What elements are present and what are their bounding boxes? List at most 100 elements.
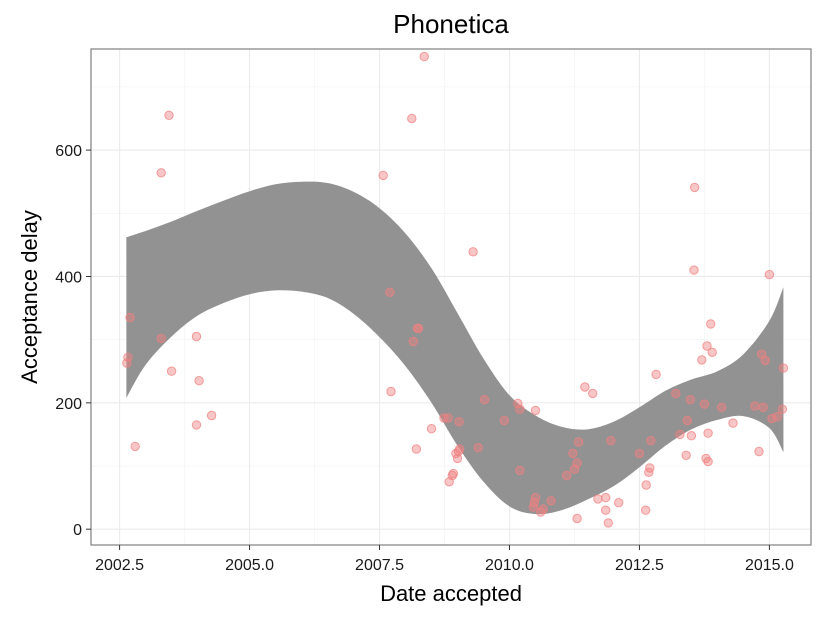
data-point bbox=[166, 366, 177, 376]
y-tick-label: 0 bbox=[73, 522, 82, 539]
x-tick-label: 2002.5 bbox=[95, 557, 144, 574]
data-point bbox=[603, 518, 613, 528]
data-point bbox=[593, 494, 603, 504]
data-point bbox=[580, 382, 590, 392]
data-point bbox=[641, 480, 651, 490]
data-point bbox=[562, 470, 572, 481]
data-point bbox=[646, 436, 656, 446]
data-point bbox=[479, 395, 490, 405]
data-point bbox=[123, 352, 133, 362]
data-point bbox=[778, 363, 789, 373]
data-point bbox=[758, 402, 768, 412]
data-point bbox=[671, 388, 681, 399]
data-point bbox=[452, 453, 463, 464]
data-point bbox=[754, 446, 764, 457]
data-point bbox=[513, 398, 523, 409]
data-point bbox=[772, 412, 782, 422]
data-point bbox=[601, 492, 611, 503]
data-point bbox=[707, 347, 717, 357]
data-point bbox=[191, 420, 202, 430]
data-point bbox=[426, 424, 437, 434]
data-point bbox=[546, 496, 556, 506]
data-point bbox=[702, 341, 712, 351]
data-point bbox=[601, 505, 611, 515]
x-tick-label: 2012.5 bbox=[615, 557, 664, 574]
data-point bbox=[454, 444, 465, 454]
data-point bbox=[750, 401, 760, 411]
chart-title: Phonetica bbox=[393, 9, 509, 39]
data-point bbox=[689, 265, 699, 275]
data-point bbox=[641, 505, 651, 515]
data-point bbox=[728, 418, 738, 428]
y-axis: 0 200 400 600 bbox=[55, 143, 91, 539]
data-point bbox=[191, 331, 202, 342]
data-point bbox=[645, 463, 655, 473]
data-point bbox=[764, 269, 775, 280]
data-point bbox=[573, 437, 584, 447]
x-tick-label: 2010.0 bbox=[485, 557, 534, 574]
data-point bbox=[443, 413, 453, 423]
data-point bbox=[538, 504, 548, 514]
x-axis: 2002.5 2005.0 2007.5 2010.0 2012.5 2015.0 bbox=[95, 545, 794, 574]
data-point bbox=[515, 404, 525, 414]
x-tick-label: 2005.0 bbox=[225, 557, 274, 574]
plot-border bbox=[90, 48, 812, 546]
data-point bbox=[386, 386, 396, 397]
data-point bbox=[419, 51, 429, 62]
data-point bbox=[407, 113, 417, 124]
data-point bbox=[685, 395, 696, 405]
data-point bbox=[760, 355, 770, 366]
x-tick-label: 2007.5 bbox=[355, 557, 404, 574]
y-tick-label: 200 bbox=[55, 396, 82, 413]
data-point bbox=[568, 448, 578, 459]
data-point bbox=[703, 428, 713, 438]
data-point bbox=[706, 319, 716, 329]
data-point bbox=[681, 450, 691, 460]
data-point bbox=[572, 458, 582, 468]
data-point bbox=[716, 402, 727, 412]
data-point bbox=[777, 404, 788, 414]
data-point bbox=[689, 182, 700, 193]
y-tick-label: 600 bbox=[55, 143, 82, 160]
data-point bbox=[515, 465, 525, 476]
data-point bbox=[408, 336, 418, 347]
data-point bbox=[164, 110, 174, 121]
smooth-confidence-band bbox=[126, 181, 784, 515]
data-point bbox=[686, 431, 697, 441]
data-point bbox=[697, 355, 707, 365]
y-tick-label: 400 bbox=[55, 269, 82, 286]
data-point bbox=[194, 376, 204, 386]
data-point bbox=[675, 429, 685, 440]
data-point bbox=[385, 287, 395, 297]
data-point bbox=[156, 333, 166, 344]
data-point bbox=[767, 413, 777, 424]
data-point bbox=[206, 410, 217, 421]
data-point bbox=[614, 498, 624, 508]
data-point bbox=[468, 247, 478, 257]
data-point bbox=[634, 448, 645, 459]
data-point bbox=[473, 443, 483, 453]
data-point bbox=[588, 388, 598, 399]
data-point bbox=[125, 312, 135, 323]
data-point bbox=[156, 168, 166, 178]
data-point bbox=[499, 415, 509, 426]
data-point bbox=[651, 369, 661, 380]
data-point bbox=[130, 441, 140, 452]
data-point bbox=[454, 417, 464, 427]
points-layer bbox=[122, 51, 789, 528]
data-point bbox=[530, 492, 541, 503]
x-axis-title: Date accepted bbox=[380, 581, 522, 606]
x-tick-label: 2015.0 bbox=[745, 557, 794, 574]
data-point bbox=[682, 415, 692, 426]
data-point bbox=[703, 456, 713, 467]
data-point bbox=[122, 358, 132, 368]
data-point bbox=[413, 323, 424, 333]
data-point bbox=[530, 405, 541, 416]
data-point bbox=[606, 436, 616, 446]
data-point bbox=[378, 170, 388, 181]
data-point bbox=[411, 444, 422, 454]
data-point bbox=[699, 399, 710, 409]
y-axis-title: Acceptance delay bbox=[17, 210, 42, 384]
data-point bbox=[448, 468, 458, 479]
